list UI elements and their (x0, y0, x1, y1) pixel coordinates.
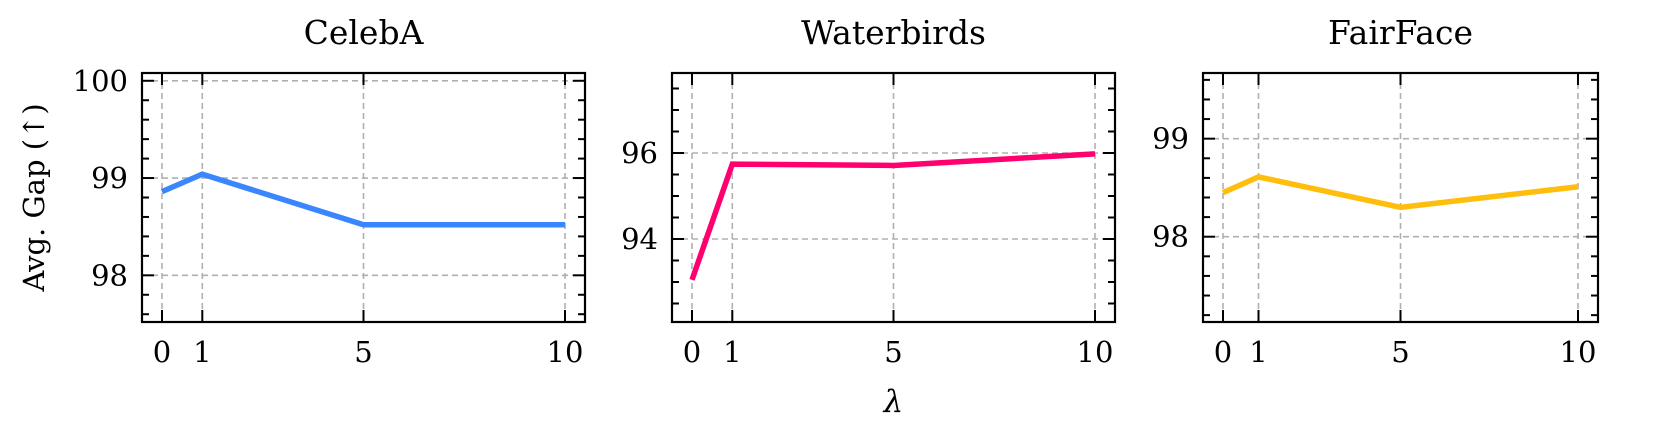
x-axis-label: λ (882, 384, 904, 420)
svg-text:5: 5 (354, 335, 372, 369)
panel-title: FairFace (1328, 13, 1473, 52)
panel-fairface: FairFace 0 1 5 10 98 99 (1152, 13, 1600, 369)
svg-text:96: 96 (621, 136, 658, 170)
ticks (142, 73, 585, 322)
svg-text:1: 1 (193, 335, 211, 369)
svg-text:98: 98 (1152, 220, 1189, 254)
tick-labels: 0 1 5 10 98 99 (1152, 122, 1596, 369)
tick-labels: 0 1 5 10 98 99 100 (73, 64, 584, 369)
series-line (160, 171, 565, 228)
svg-text:10: 10 (1077, 335, 1114, 369)
svg-text:0: 0 (1214, 335, 1232, 369)
svg-text:100: 100 (73, 64, 128, 98)
svg-text:1: 1 (723, 335, 741, 369)
svg-text:1: 1 (1249, 335, 1267, 369)
tick-labels: 0 1 5 10 94 96 (621, 136, 1113, 369)
series-line (1221, 174, 1579, 211)
panel-title: CelebA (304, 13, 425, 52)
svg-text:94: 94 (621, 222, 658, 256)
svg-text:0: 0 (683, 335, 701, 369)
ticks (672, 73, 1115, 322)
svg-text:5: 5 (884, 335, 902, 369)
svg-text:5: 5 (1391, 335, 1409, 369)
y-axis-label: Avg. Gap (↑) (17, 103, 51, 292)
svg-text:98: 98 (91, 258, 128, 292)
gridlines (672, 73, 1115, 322)
svg-text:99: 99 (91, 161, 128, 195)
svg-text:0: 0 (153, 335, 171, 369)
gridlines (142, 73, 585, 322)
panel-waterbirds: Waterbirds 0 1 5 10 94 96 λ (621, 13, 1117, 420)
svg-text:10: 10 (547, 335, 584, 369)
gridlines (1203, 73, 1598, 322)
series-line (689, 151, 1096, 281)
panel-celeba: CelebA 0 1 5 10 98 99 100 Avg. Gap (↑) (17, 13, 587, 369)
panel-title: Waterbirds (801, 13, 986, 52)
ticks (1203, 73, 1598, 322)
svg-text:10: 10 (1560, 335, 1597, 369)
svg-text:99: 99 (1152, 122, 1189, 156)
